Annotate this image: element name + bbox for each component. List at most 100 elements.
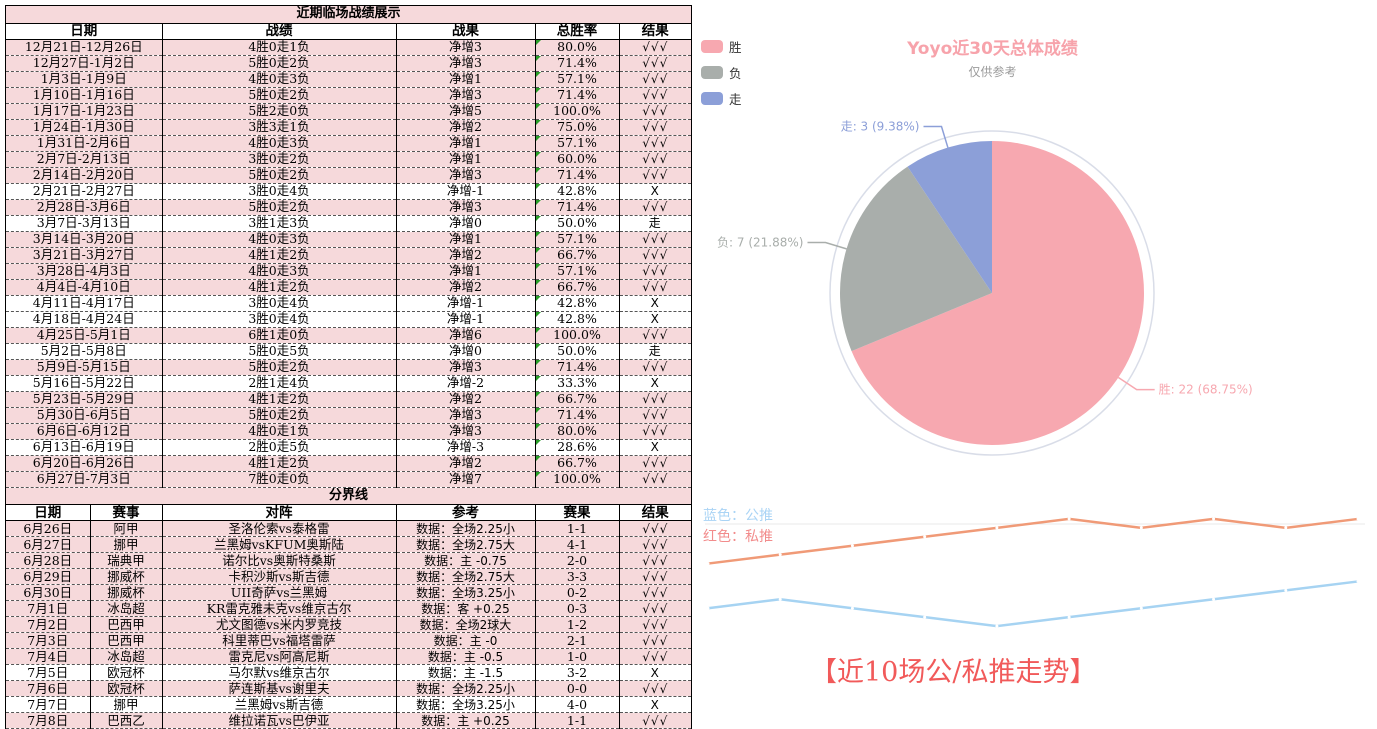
net-cell: 净增6 xyxy=(396,327,536,344)
tip-cell: 数据：主 -0 xyxy=(396,632,536,649)
tip-cell: 数据：全场2球大 xyxy=(396,616,536,633)
pie-label-loss-leader xyxy=(807,241,847,250)
date-cell: 5月30日-6月5日 xyxy=(6,407,163,424)
result-cell: √√√ xyxy=(619,632,692,649)
result-cell: √√√ xyxy=(619,199,692,216)
weekly-results-table: 近期临场战绩展示 日期 战绩 战果 总胜率 结果 12月21日-12月26日 4胜0走1负… xyxy=(6,6,692,488)
table-row: 6月28日 瑞典甲 诺尔比vs奥斯特桑斯 数据：主 -0.75 2-0 √√√ xyxy=(6,552,692,569)
record-cell: 4胜0走3负 xyxy=(162,231,397,248)
net-cell: 净增3 xyxy=(396,87,536,104)
winrate-cell: 50.0% xyxy=(535,343,620,360)
record-cell: 5胜0走2负 xyxy=(162,199,397,216)
public-tip-line-point xyxy=(706,606,710,610)
record-cell: 3胜0走2负 xyxy=(162,151,397,168)
winrate-cell: 66.7% xyxy=(535,279,620,296)
tip-cell: 数据：全场2.75大 xyxy=(396,536,536,553)
divider-title: 分界线 xyxy=(6,487,692,505)
league-cell: 巴西乙 xyxy=(90,712,163,729)
match-cell: 雷克尼vs阿高尼斯 xyxy=(162,648,397,665)
winrate-cell: 42.8% xyxy=(535,311,620,328)
pie-legend: 胜 负 走 xyxy=(701,33,742,111)
result-cell: X xyxy=(619,295,692,312)
net-cell: 净增3 xyxy=(396,167,536,184)
date-cell: 6月20日-6月26日 xyxy=(6,455,163,472)
record-cell: 3胜0走4负 xyxy=(162,295,397,312)
net-cell: 净增3 xyxy=(396,359,536,376)
public-tip-line-point xyxy=(1284,588,1288,592)
table-row: 7月6日 欧冠杯 萨连斯基vs谢里夫 数据：全场2.25小 0-0 √√√ xyxy=(6,680,692,697)
public-tip-line-point xyxy=(1067,615,1071,619)
date-cell: 7月4日 xyxy=(6,648,91,665)
score-cell: 3-3 xyxy=(535,568,620,585)
record-cell: 5胜0走2负 xyxy=(162,407,397,424)
winrate-cell: 71.4% xyxy=(535,55,620,72)
result-cell: √√√ xyxy=(619,600,692,617)
result-cell: √√√ xyxy=(619,407,692,424)
table-row: 7月4日 冰岛超 雷克尼vs阿高尼斯 数据：主 -0.5 1-0 √√√ xyxy=(6,648,692,665)
pie-slice-loss[interactable] xyxy=(840,166,992,352)
net-cell: 净增-2 xyxy=(396,375,536,392)
pie-subtitle: 仅供参考 xyxy=(968,65,1017,79)
result-cell: √√√ xyxy=(619,455,692,472)
date-cell: 7月7日 xyxy=(6,696,91,713)
table2-col-header: 对阵 xyxy=(162,504,397,521)
match-cell: 尤文图德vs米内罗竞技 xyxy=(162,616,397,633)
score-cell: 1-1 xyxy=(535,712,620,729)
legend-item-push[interactable]: 走 xyxy=(701,85,742,111)
league-cell: 挪威杯 xyxy=(90,568,163,585)
score-cell: 3-2 xyxy=(535,664,620,681)
record-cell: 4胜1走2负 xyxy=(162,247,397,264)
legend-item-win[interactable]: 胜 xyxy=(701,33,742,59)
trend-caption: 【近10场公/私推走势】 xyxy=(810,657,1097,688)
table-row: 3月28日-4月3日 4胜0走3负 净增1 57.1% √√√ xyxy=(6,263,692,280)
result-cell: X xyxy=(619,696,692,713)
winrate-cell: 75.0% xyxy=(535,119,620,136)
table-row: 4月4日-4月10日 4胜1走2负 净增2 66.7% √√√ xyxy=(6,279,692,296)
winrate-cell: 100.0% xyxy=(535,327,620,344)
pie-slice-push[interactable] xyxy=(907,141,992,293)
table-row: 3月7日-3月13日 3胜1走3负 净增0 50.0% 走 xyxy=(6,215,692,232)
result-cell: √√√ xyxy=(619,648,692,665)
table-row: 2月28日-3月6日 5胜0走2负 净增3 71.4% √√√ xyxy=(6,199,692,216)
result-cell: √√√ xyxy=(619,71,692,88)
result-cell: √√√ xyxy=(619,231,692,248)
net-cell: 净增1 xyxy=(396,151,536,168)
table-row: 7月8日 巴西乙 维拉诺瓦vs巴伊亚 数据：主 +0.25 1-1 √√√ xyxy=(6,712,692,729)
date-cell: 6月29日 xyxy=(6,568,91,585)
league-cell: 巴西甲 xyxy=(90,616,163,633)
date-cell: 12月21日-12月26日 xyxy=(6,39,163,56)
date-cell: 5月23日-5月29日 xyxy=(6,391,163,408)
results-sheet: 近期临场战绩展示 日期 战绩 战果 总胜率 结果 12月21日-12月26日 4胜0走1负… xyxy=(5,5,692,729)
table-row: 6月29日 挪威杯 卡积沙斯vs斯吉德 数据：全场2.75大 3-3 √√√ xyxy=(6,568,692,585)
record-cell: 4胜1走2负 xyxy=(162,391,397,408)
winrate-cell: 80.0% xyxy=(535,423,620,440)
private-tip-line-point xyxy=(923,535,927,539)
legend-swatch-loss xyxy=(701,65,723,79)
result-cell: √√√ xyxy=(619,471,692,488)
red-line-label: 红色：私推 xyxy=(703,529,773,545)
record-cell: 4胜0走3负 xyxy=(162,135,397,152)
table-row: 4月11日-4月17日 3胜0走4负 净增-1 42.8% X xyxy=(6,295,692,312)
result-cell: √√√ xyxy=(619,327,692,344)
winrate-cell: 71.4% xyxy=(535,167,620,184)
date-cell: 4月18日-4月24日 xyxy=(6,311,163,328)
tip-cell: 数据：全场2.25小 xyxy=(396,520,536,537)
tip-cell: 数据：客 +0.25 xyxy=(396,600,536,617)
result-cell: 走 xyxy=(619,343,692,360)
result-cell: X xyxy=(619,375,692,392)
date-cell: 1月10日-1月16日 xyxy=(6,87,163,104)
table1-col-header: 日期 xyxy=(6,23,163,40)
legend-item-loss[interactable]: 负 xyxy=(701,59,742,85)
table-row: 1月17日-1月23日 5胜2走0负 净增5 100.0% √√√ xyxy=(6,103,692,120)
score-cell: 0-2 xyxy=(535,584,620,601)
table-row: 1月10日-1月16日 5胜0走2负 净增3 71.4% √√√ xyxy=(6,87,692,104)
legend-label-loss: 负 xyxy=(729,65,742,81)
table2-col-header: 日期 xyxy=(6,504,91,521)
result-cell: √√√ xyxy=(619,712,692,729)
table-row: 3月21日-3月27日 4胜1走2负 净增2 66.7% √√√ xyxy=(6,247,692,264)
date-cell: 6月26日 xyxy=(6,520,91,537)
table-row: 5月9日-5月15日 5胜0走2负 净增3 71.4% √√√ xyxy=(6,359,692,376)
pie-slice-win[interactable] xyxy=(851,141,1144,446)
record-cell: 3胜0走4负 xyxy=(162,183,397,200)
net-cell: 净增1 xyxy=(396,231,536,248)
